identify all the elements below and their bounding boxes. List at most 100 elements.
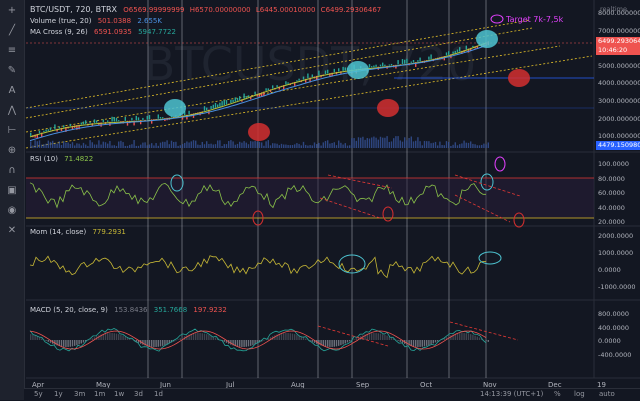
pattern-icon[interactable]: ⋀	[4, 104, 20, 118]
range-3m[interactable]: 3m	[74, 390, 85, 398]
rsi-ticks-label: 100.0000	[598, 160, 629, 168]
volume-bar	[254, 141, 255, 148]
eye-icon[interactable]: ◉	[4, 204, 20, 218]
macd-histogram-bar	[340, 340, 341, 345]
volume-bar	[70, 144, 71, 148]
volume-bar	[138, 146, 139, 148]
mom-legend[interactable]: Mom (14, close) 779.2931	[30, 228, 126, 236]
log-toggle[interactable]: log	[574, 390, 585, 398]
clock-display[interactable]: 14:13:39 (UTC+1)	[480, 390, 543, 398]
range-1m[interactable]: 1m	[94, 390, 105, 398]
volume-bar	[54, 144, 55, 148]
price-candle	[125, 117, 126, 121]
macd-histogram-bar	[488, 340, 489, 342]
price-candle	[327, 70, 328, 74]
ma-cross-legend[interactable]: MA Cross (9, 26) 6591.0935 5947.7722	[30, 28, 176, 36]
volume-bar	[261, 142, 262, 148]
volume-bar	[457, 145, 458, 148]
volume-bar	[265, 141, 266, 148]
price-candle	[448, 51, 449, 55]
macd-histogram-bar	[83, 340, 84, 343]
volume-bar	[408, 138, 409, 148]
macd-histogram-bar	[89, 339, 90, 340]
fib-icon[interactable]: ≡	[4, 44, 20, 58]
macd-histogram-bar	[45, 340, 46, 341]
macd-histogram-bar	[166, 340, 167, 344]
volume-bar	[309, 145, 310, 148]
price-candle	[206, 108, 207, 111]
volume-bar	[287, 145, 288, 148]
volume-bar	[334, 142, 335, 148]
brush-icon[interactable]: ✎	[4, 64, 20, 78]
volume-bar	[175, 142, 176, 148]
price-candle	[268, 88, 269, 90]
volume-bar	[140, 145, 141, 148]
magnet-icon[interactable]: ∩	[4, 164, 20, 178]
macd-histogram-bar	[422, 340, 423, 347]
crosshair-icon[interactable]: +	[4, 4, 20, 18]
volume-bar	[435, 142, 436, 148]
price-candle	[136, 116, 137, 120]
macd-histogram-bar	[369, 333, 370, 340]
price-candle	[70, 124, 71, 126]
volume-bar	[323, 142, 324, 148]
volume-bar	[479, 145, 480, 148]
macd-histogram-bar	[331, 340, 332, 347]
macd-histogram-bar	[285, 333, 286, 340]
price-candle	[243, 94, 244, 99]
volume-bar	[248, 144, 249, 148]
macd-histogram-bar	[391, 338, 392, 340]
trend-line-icon[interactable]: ╱	[4, 24, 20, 38]
price-candle	[307, 73, 308, 78]
target-annotation[interactable]: Target 7k-7,5k	[506, 15, 563, 24]
price-candle	[232, 100, 233, 103]
macd-histogram-bar	[122, 336, 123, 340]
macd-histogram-bar	[107, 333, 108, 340]
macd-histogram-bar	[274, 335, 275, 340]
volume-bar	[402, 142, 403, 148]
macd-legend-name: MACD (5, 20, close, 9)	[30, 306, 108, 314]
range-1w[interactable]: 1w	[114, 390, 124, 398]
macd-histogram-bar	[78, 340, 79, 344]
macd-histogram-bar	[98, 335, 99, 340]
symbol-title[interactable]: BTC/USDT, 720, BTRX	[30, 5, 117, 14]
measure-icon[interactable]: ⊢	[4, 124, 20, 138]
volume-bar	[272, 143, 273, 148]
macd-histogram-bar	[461, 333, 462, 340]
macd-histogram-bar	[204, 334, 205, 340]
text-icon[interactable]: A	[4, 84, 20, 98]
ohlc-h-value: 6570.00000000	[195, 6, 251, 14]
volume-bar	[92, 142, 93, 148]
volume-bar	[252, 141, 253, 148]
macd-histogram-bar	[158, 340, 159, 347]
auto-toggle[interactable]: auto	[599, 390, 615, 398]
lock-icon[interactable]: ▣	[4, 184, 20, 198]
volume-bar	[312, 145, 313, 148]
trash-icon[interactable]: ✕	[4, 224, 20, 238]
percent-toggle[interactable]: %	[554, 390, 561, 398]
volume-bar	[307, 146, 308, 148]
volume-bar	[188, 143, 189, 148]
macd-legend[interactable]: MACD (5, 20, close, 9) 153.8436 351.7668…	[30, 306, 227, 314]
range-3d[interactable]: 3d	[134, 390, 143, 398]
range-1d[interactable]: 1d	[154, 390, 163, 398]
macd-histogram-bar	[292, 334, 293, 340]
range-5y[interactable]: 5y	[34, 390, 43, 398]
macd-histogram-bar	[386, 336, 387, 340]
price-candle	[472, 46, 473, 47]
zoom-icon[interactable]: ⊕	[4, 144, 20, 158]
volume-bar	[48, 141, 49, 148]
red-marker	[377, 99, 399, 117]
price-candle	[160, 117, 161, 119]
volume-legend[interactable]: Volume (true, 20) 501.0388 2.655K	[30, 17, 162, 25]
rsi-legend[interactable]: RSI (10) 71.4822	[30, 155, 93, 163]
range-1y[interactable]: 1y	[54, 390, 63, 398]
volume-bar	[186, 141, 187, 148]
price-ticks-label: 3000.00000000	[598, 97, 640, 105]
price-candle	[217, 104, 218, 107]
volume-bar	[217, 140, 218, 148]
volume-bar	[263, 146, 264, 148]
price-candle	[338, 68, 339, 71]
price-candle	[230, 100, 231, 103]
